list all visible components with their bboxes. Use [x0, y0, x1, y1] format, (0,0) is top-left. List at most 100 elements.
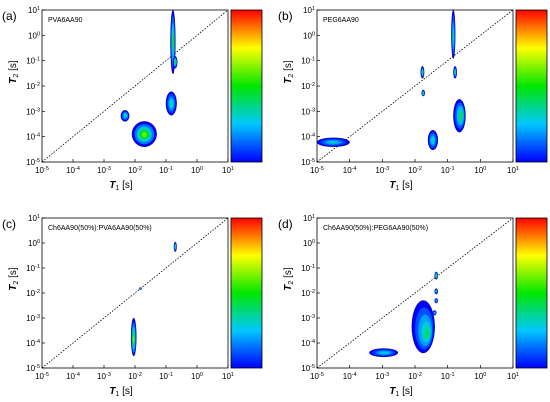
peak-contour: [141, 132, 147, 138]
y-tick-label: 101: [28, 214, 40, 223]
x-tick-label: 10-1: [441, 372, 455, 381]
y-tick-label: 10-3: [301, 107, 315, 116]
peaks: [120, 9, 178, 147]
x-tick-label: 10-5: [35, 372, 49, 381]
x-tick-label: 101: [507, 166, 519, 175]
x-tick-label: 10-1: [159, 166, 173, 175]
diagonal-line: [316, 217, 514, 369]
peak-7: [453, 99, 466, 133]
y-tick-label: 10-1: [26, 57, 40, 66]
x-tick-label: 100: [474, 166, 486, 175]
peak-1: [369, 348, 399, 358]
peak-3: [434, 271, 439, 280]
sample-label: Ch6AA90(50%):PEG6AA90(50%): [323, 225, 428, 232]
y-tick-label: 101: [28, 6, 40, 15]
peak-4: [434, 288, 439, 295]
y-tick-label: 10-5: [26, 158, 40, 167]
colorbar: [515, 217, 548, 369]
peak-contour: [422, 92, 425, 95]
peak-contour: [170, 101, 173, 107]
y-tick-label: 100: [28, 239, 40, 248]
peak-4: [172, 56, 178, 69]
y-tick-label: 10-5: [26, 364, 40, 373]
peak-5: [165, 91, 177, 116]
peak-contour: [329, 141, 337, 144]
x-tick-label: 10-4: [343, 166, 357, 175]
peak-2: [173, 241, 177, 252]
panel-letter: (a): [2, 9, 17, 23]
diagonal-line: [41, 9, 229, 163]
panel-d: 10-5 10-4 10-3 10-2 10-1 100 101 10-5 10-4 10-3 10…: [278, 214, 548, 398]
y-tick-label: 10-3: [26, 107, 40, 116]
x-tick-label: 10-4: [66, 166, 80, 175]
axes: 10-5 10-4 10-3 10-2 10-1 100 101 10-5 10-4 10-3 10…: [8, 214, 234, 398]
peak-contour: [132, 335, 135, 344]
x-tick-label: 10-3: [97, 372, 111, 381]
peaks: [369, 271, 439, 358]
y-tick-label: 10-1: [26, 264, 40, 273]
y-tick-label: 10-4: [301, 133, 315, 142]
sample-label: Ch6AA90(50%):PVA6AA90(50%): [48, 225, 152, 232]
y-tick-label: 100: [303, 31, 315, 40]
peak-contour: [433, 312, 436, 314]
peak-contour: [174, 245, 177, 248]
y-tick-label: 101: [303, 6, 315, 15]
panel-letter: (d): [278, 217, 293, 231]
y-tick-label: 10-3: [26, 314, 40, 323]
y-axis-label: T2 [s]: [8, 267, 20, 291]
peak-contour: [452, 32, 455, 42]
y-tick-label: 10-4: [301, 339, 315, 348]
peak-5: [451, 9, 456, 59]
y-tick-label: 10-2: [301, 289, 315, 298]
x-tick-label: 10-2: [408, 166, 422, 175]
x-tick-label: 101: [507, 372, 519, 381]
peak-contour: [431, 138, 434, 143]
peak-contour: [381, 352, 388, 354]
y-tick-label: 10-3: [301, 314, 315, 323]
y-tick-label: 10-5: [301, 158, 315, 167]
x-tick-label: 100: [474, 372, 486, 381]
y-tick-label: 10-1: [301, 57, 315, 66]
colorbar: [230, 9, 263, 163]
peak-3: [420, 66, 425, 79]
x-axis-label: T1 [s]: [109, 386, 133, 398]
peak-5: [434, 298, 439, 304]
x-tick-label: 101: [222, 372, 234, 381]
diagonal-line: [41, 217, 229, 369]
peak-2: [120, 110, 130, 122]
peak-2: [411, 300, 435, 354]
y-axis-label: T2 [s]: [283, 267, 295, 291]
x-tick-label: 10-4: [66, 372, 80, 381]
peak-contour: [454, 71, 456, 74]
peaks: [130, 241, 177, 357]
x-axis-label: T1 [s]: [389, 386, 413, 398]
y-tick-label: 10-2: [26, 82, 40, 91]
diagonal-line: [316, 9, 514, 163]
panel-c: 10-5 10-4 10-3 10-2 10-1 100 101 10-5 10-4 10-3 10…: [2, 214, 263, 398]
x-tick-label: 10-4: [343, 372, 357, 381]
panel-b: 10-5 10-4 10-3 10-2 10-1 100 101 10-5 10-4 10-3 10…: [278, 6, 548, 192]
y-tick-label: 101: [303, 214, 315, 223]
peak-contour: [124, 114, 127, 117]
peak-3: [170, 9, 176, 75]
peak-contour: [139, 287, 142, 290]
x-tick-label: 10-1: [441, 166, 455, 175]
y-tick-label: 10-2: [26, 289, 40, 298]
x-tick-label: 10-5: [310, 166, 324, 175]
peak-contour: [421, 71, 424, 74]
x-tick-label: 100: [191, 372, 203, 381]
y-axis-label: T2 [s]: [283, 60, 295, 84]
x-tick-label: 101: [222, 166, 234, 175]
x-tick-label: 10-2: [408, 372, 422, 381]
peak-6: [453, 66, 457, 79]
y-tick-label: 100: [28, 31, 40, 40]
panel-letter: (c): [2, 217, 16, 231]
peak-contour: [172, 34, 174, 48]
x-tick-label: 10-3: [97, 166, 111, 175]
peak-contour: [424, 328, 430, 339]
peak-4: [421, 89, 426, 97]
peak-contour: [174, 60, 177, 64]
peak-2: [427, 129, 439, 151]
y-tick-label: 10-1: [301, 264, 315, 273]
